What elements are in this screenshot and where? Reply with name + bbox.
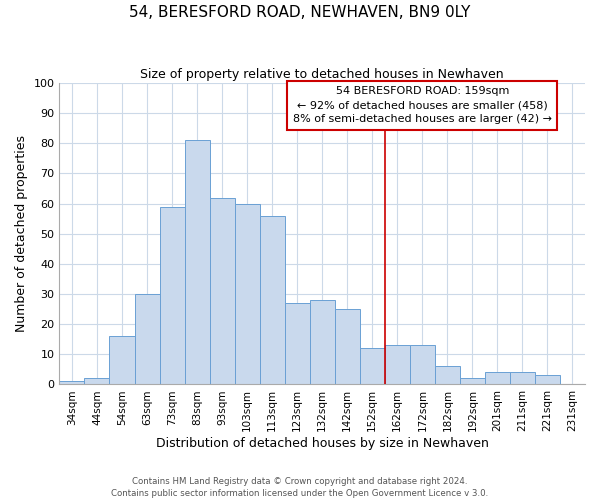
Bar	[260, 216, 284, 384]
Bar	[109, 336, 134, 384]
Bar	[485, 372, 510, 384]
Bar	[235, 204, 260, 384]
Bar	[134, 294, 160, 384]
Bar	[360, 348, 385, 384]
Bar	[460, 378, 485, 384]
Bar	[435, 366, 460, 384]
Bar	[160, 206, 185, 384]
Text: 54 BERESFORD ROAD: 159sqm
← 92% of detached houses are smaller (458)
8% of semi-: 54 BERESFORD ROAD: 159sqm ← 92% of detac…	[293, 86, 552, 124]
Bar	[335, 309, 360, 384]
Bar	[385, 346, 410, 385]
Y-axis label: Number of detached properties: Number of detached properties	[15, 136, 28, 332]
Bar	[535, 376, 560, 384]
Bar	[410, 346, 435, 385]
X-axis label: Distribution of detached houses by size in Newhaven: Distribution of detached houses by size …	[156, 437, 488, 450]
Text: Contains HM Land Registry data © Crown copyright and database right 2024.
Contai: Contains HM Land Registry data © Crown c…	[112, 476, 488, 498]
Bar	[85, 378, 109, 384]
Text: 54, BERESFORD ROAD, NEWHAVEN, BN9 0LY: 54, BERESFORD ROAD, NEWHAVEN, BN9 0LY	[130, 5, 470, 20]
Bar	[310, 300, 335, 384]
Bar	[209, 198, 235, 384]
Bar	[284, 303, 310, 384]
Bar	[59, 382, 85, 384]
Title: Size of property relative to detached houses in Newhaven: Size of property relative to detached ho…	[140, 68, 504, 80]
Bar	[185, 140, 209, 384]
Bar	[510, 372, 535, 384]
